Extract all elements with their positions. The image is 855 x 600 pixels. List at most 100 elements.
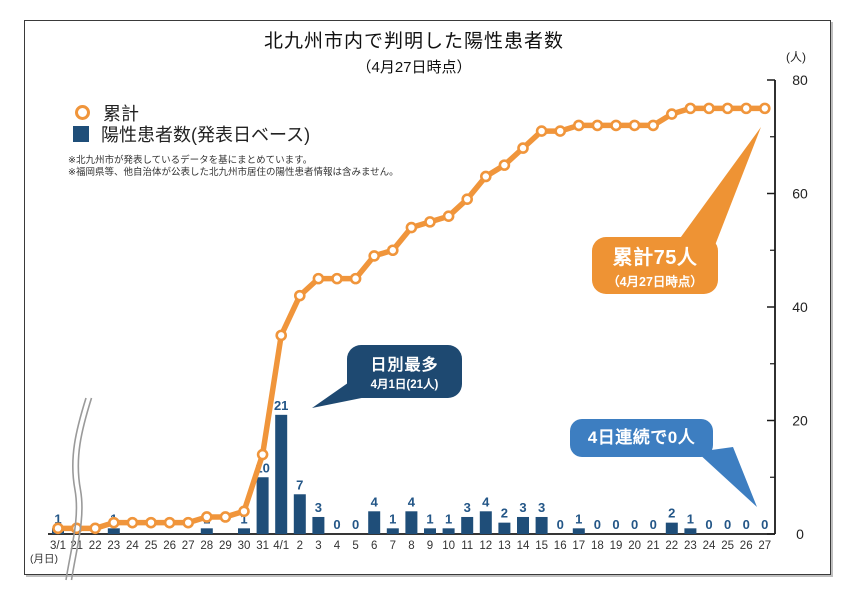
page-subtitle: （4月27日時点） [356, 59, 472, 76]
cumulative-line-marker [405, 221, 418, 234]
daily-cases-bar [684, 528, 697, 534]
x-tick-label: 28 [200, 540, 213, 552]
x-tick-label: 2 [297, 540, 303, 552]
cumulative-line-marker [219, 511, 232, 523]
daily-max-callout: 日別最多 4月1日(21人) [347, 345, 462, 398]
y-axis-unit-label: (人) [786, 50, 806, 64]
cumulative-line-marker-icon [75, 105, 90, 120]
bar-value-label: 21 [274, 398, 288, 413]
x-tick-label: 4/1 [273, 540, 289, 552]
cumulative-line-marker [479, 170, 492, 183]
cumulative-line-marker [647, 119, 660, 132]
x-tick-label: 10 [442, 540, 455, 552]
bar-value-label: 3 [538, 500, 545, 515]
page-title: 北九州市内で判明した陽性患者数 [263, 31, 564, 52]
daily-cases-bar [368, 511, 381, 534]
bar-value-label: 0 [743, 517, 750, 532]
footnote-line: ※北九州市が発表しているデータを基にまとめています。 [68, 155, 313, 166]
cumulative-line-marker [591, 119, 604, 132]
x-tick-label: 21 [647, 540, 660, 552]
cumulative-line-marker [554, 125, 567, 137]
x-tick-label: 3 [315, 540, 321, 552]
daily-cases-bar [479, 511, 492, 534]
daily-cases-bar [572, 528, 585, 534]
cumulative-line-marker [498, 159, 511, 171]
x-tick-label: 13 [498, 540, 511, 552]
bar-value-label: 2 [668, 506, 675, 521]
daily-cases-bar [498, 522, 511, 534]
x-tick-label: 30 [238, 540, 251, 552]
cumulative-line-marker [312, 272, 325, 285]
legend-item-daily: 陽性患者数(発表日ベース) [72, 123, 310, 145]
cumulative-line-marker [145, 516, 157, 529]
cumulative-total-value: 累計75人 [612, 247, 698, 269]
y-tick-label: 40 [792, 299, 808, 315]
bar-value-label: 0 [594, 517, 601, 532]
x-tick-label: 14 [517, 540, 530, 552]
bar-value-label: 0 [724, 517, 731, 532]
x-tick-label: 29 [219, 540, 232, 552]
x-tick-label: 19 [610, 540, 623, 552]
daily-cases-bar [275, 414, 288, 534]
cumulative-line-marker [572, 119, 585, 132]
bar-value-label: 0 [612, 517, 619, 532]
bar-value-label: 0 [705, 517, 712, 532]
bar-value-label: 1 [54, 511, 61, 526]
cumulative-line-marker [758, 102, 771, 115]
daily-cases-bar [107, 528, 120, 534]
cumulative-line-marker [740, 102, 753, 115]
cumulative-line-marker [331, 272, 343, 285]
x-tick-label: 7 [390, 540, 396, 552]
daily-cases-bar [386, 528, 399, 534]
cumulative-line-marker [665, 108, 678, 120]
cumulative-line-marker [126, 516, 139, 529]
cumulative-line-marker [182, 516, 194, 529]
cumulative-line-marker [424, 216, 436, 228]
bar-value-label: 1 [426, 511, 433, 526]
cumulative-line-marker [108, 516, 120, 529]
y-tick-label: 80 [792, 72, 808, 88]
x-tick-label: 23 [684, 540, 697, 552]
daily-cases-bar [517, 516, 529, 534]
x-tick-label: 23 [107, 540, 120, 552]
cumulative-line-marker [368, 250, 381, 262]
x-tick-label: 25 [145, 540, 158, 552]
x-tick-label: 8 [408, 540, 414, 552]
legend-item-cumulative: 累計 [72, 102, 310, 124]
cumulative-line-marker [275, 329, 288, 342]
x-tick-label: 3/1 [50, 540, 66, 552]
cumulative-line-marker [293, 289, 306, 302]
x-tick-label: 26 [740, 540, 753, 552]
bar-value-label: 1 [575, 511, 582, 526]
y-tick-label: 20 [792, 413, 808, 429]
x-tick-label: 25 [721, 540, 734, 552]
bar-value-label: 1 [445, 511, 452, 526]
daily-max-detail: 4月1日(21人) [370, 379, 439, 391]
cumulative-line-marker [703, 102, 715, 115]
bar-value-label: 4 [371, 494, 379, 509]
daily-cases-bar [256, 477, 269, 534]
x-tick-label: 20 [628, 540, 641, 552]
daily-cases-bar [238, 528, 250, 534]
x-tick-label: 9 [427, 540, 433, 552]
daily-bar-swatch-icon [73, 125, 89, 142]
bar-value-label: 4 [482, 494, 490, 509]
daily-cases-bar [405, 511, 418, 534]
daily-cases-bar [312, 516, 325, 534]
bar-value-label: 0 [557, 517, 564, 532]
chart-border-box [24, 20, 831, 575]
bar-value-label: 3 [464, 500, 471, 515]
daily-max-title: 日別最多 [370, 357, 439, 374]
chart-header: 北九州市内で判明した陽性患者数 （4月27日時点） [24, 26, 804, 77]
y-tick-label: 60 [792, 186, 808, 202]
cumulative-line-marker [461, 193, 474, 205]
daily-cases-bar [293, 494, 306, 534]
x-axis-caption: (月日) [30, 553, 58, 565]
bar-value-label: 1 [389, 511, 396, 526]
zero-streak-callout: 4日連続で0人 [570, 419, 713, 457]
x-tick-label: 4 [334, 540, 341, 552]
cumulative-line-marker [52, 522, 64, 535]
zero-streak-callout-pointer [697, 447, 757, 507]
bar-value-label: 7 [296, 477, 303, 492]
